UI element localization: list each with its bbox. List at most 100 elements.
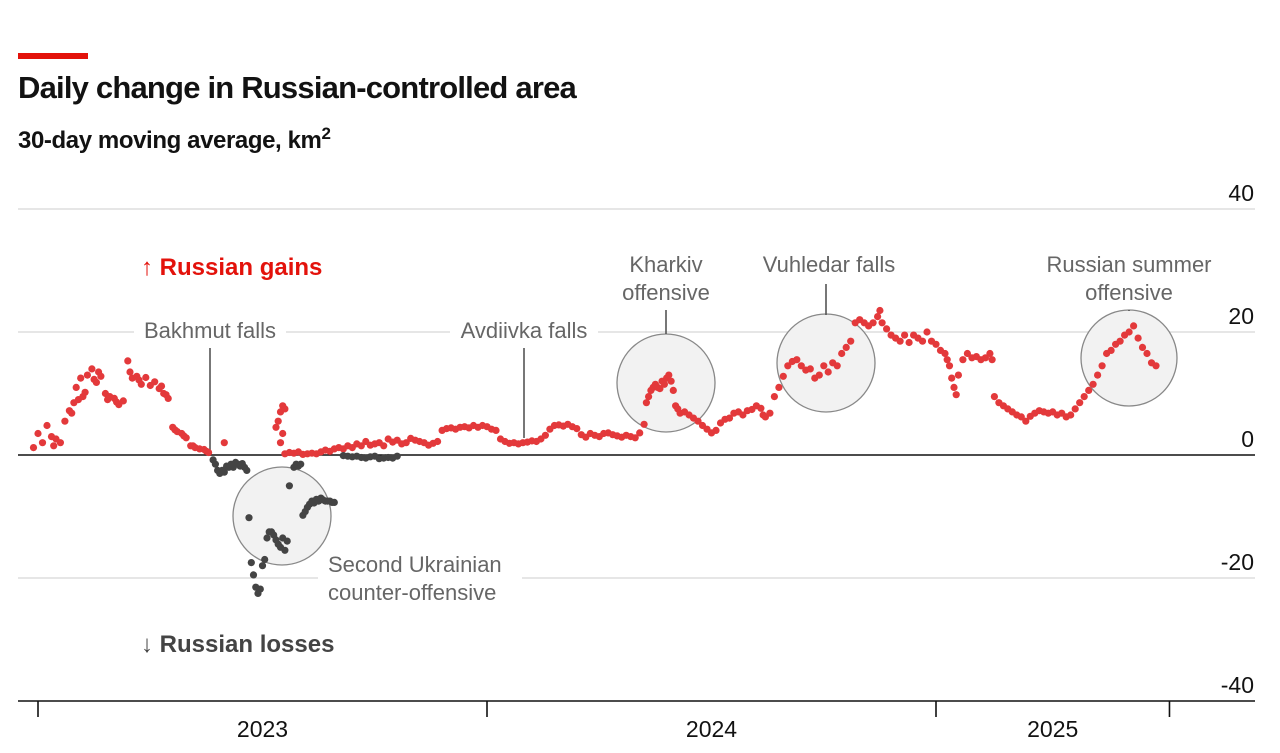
- gain-point: [876, 306, 884, 315]
- gain-point: [220, 439, 228, 447]
- annotation-label-counter: counter-offensive: [328, 580, 496, 605]
- gain-point: [945, 362, 954, 370]
- chart-title: Daily change in Russian-controlled area: [18, 70, 577, 105]
- y-tick-label: 20: [1228, 303, 1254, 329]
- gain-point: [943, 356, 951, 364]
- gain-point: [784, 362, 792, 370]
- gain-point: [806, 365, 814, 373]
- loss-point: [249, 571, 258, 579]
- gain-point: [56, 439, 64, 447]
- gain-point: [1134, 334, 1142, 342]
- gain-point: [157, 382, 166, 390]
- loss-point: [283, 537, 291, 545]
- annotation-label-kharkiv: Kharkiv: [629, 252, 702, 277]
- gain-point: [986, 349, 994, 358]
- gain-point: [541, 431, 550, 439]
- gain-point: [847, 337, 855, 345]
- loss-point: [256, 585, 264, 593]
- gain-point: [636, 429, 644, 437]
- gain-point: [357, 442, 365, 450]
- gain-point: [645, 393, 653, 401]
- y-tick-label: 40: [1228, 180, 1254, 206]
- gain-point: [770, 393, 779, 401]
- gain-point: [1125, 328, 1133, 336]
- gain-point: [901, 331, 909, 339]
- gain-point: [757, 404, 765, 412]
- gain-point: [1143, 349, 1151, 358]
- gain-point: [61, 417, 69, 425]
- loss-point: [247, 559, 255, 567]
- gridline-gap: [318, 576, 522, 582]
- y-axis-labels: 40 20 0 -20 -40: [1221, 180, 1254, 698]
- gain-point: [667, 377, 675, 385]
- gain-point: [869, 319, 877, 327]
- annotation-label-avdiivka: Avdiivka falls: [461, 318, 588, 343]
- gain-point: [981, 354, 990, 362]
- gain-point: [276, 439, 285, 447]
- loss-point: [258, 562, 267, 570]
- gain-point: [38, 439, 47, 447]
- gain-point: [883, 325, 891, 333]
- gain-point: [878, 319, 886, 327]
- data-points: [29, 306, 1160, 598]
- gain-point: [948, 374, 956, 382]
- gain-point: [124, 357, 132, 365]
- gain-point: [1130, 322, 1138, 330]
- gain-point: [573, 425, 581, 433]
- gain-point: [1116, 337, 1124, 345]
- gain-point: [815, 371, 823, 379]
- loss-point: [285, 482, 293, 490]
- gain-point: [712, 426, 720, 434]
- x-year-label: 2024: [686, 716, 737, 742]
- gain-point: [492, 426, 500, 434]
- gain-point: [1107, 346, 1115, 354]
- gain-point: [820, 362, 828, 370]
- gain-point: [50, 442, 58, 450]
- gain-point: [954, 371, 963, 379]
- gain-point: [950, 383, 958, 391]
- gain-point: [896, 337, 904, 345]
- gain-point: [797, 362, 805, 370]
- annotation-label-summer: Russian summer: [1046, 252, 1211, 277]
- gain-point: [1080, 393, 1088, 401]
- gain-point: [824, 368, 832, 376]
- gain-point: [963, 349, 972, 358]
- annotation-label-vuhledar: Vuhledar falls: [763, 252, 895, 277]
- gain-point: [72, 383, 80, 391]
- gain-point: [88, 365, 96, 373]
- gain-point: [694, 417, 702, 425]
- russian-losses-label: ↓ Russian losses: [141, 631, 334, 658]
- gain-point: [281, 405, 289, 413]
- gain-point: [279, 429, 287, 438]
- gain-point: [1071, 405, 1079, 413]
- gain-point: [990, 393, 999, 401]
- gain-point: [1152, 362, 1160, 370]
- gain-point: [941, 349, 949, 358]
- annotation-label-kharkiv: offensive: [622, 280, 710, 305]
- gain-point: [1017, 413, 1025, 421]
- gain-point: [164, 394, 172, 402]
- gain-point: [151, 378, 159, 386]
- loss-point: [220, 468, 228, 476]
- gain-point: [1138, 343, 1147, 351]
- annotation-label-summer: offensive: [1085, 280, 1173, 305]
- loss-point: [245, 514, 253, 522]
- gain-point: [34, 429, 42, 438]
- gain-point: [959, 356, 967, 364]
- y-tick-label: 0: [1241, 426, 1254, 452]
- gain-point: [83, 371, 91, 379]
- gain-point: [1098, 362, 1106, 370]
- gain-point: [43, 421, 51, 430]
- gain-point: [905, 338, 913, 347]
- gain-point: [272, 423, 280, 431]
- x-year-label: 2023: [237, 716, 288, 742]
- gain-point: [918, 337, 927, 345]
- gain-point: [739, 411, 747, 419]
- gain-point: [274, 417, 282, 425]
- gain-point: [402, 439, 410, 447]
- gain-point: [793, 356, 801, 364]
- gridlines: [18, 208, 1255, 582]
- loss-point: [243, 466, 251, 474]
- gain-point: [988, 356, 996, 364]
